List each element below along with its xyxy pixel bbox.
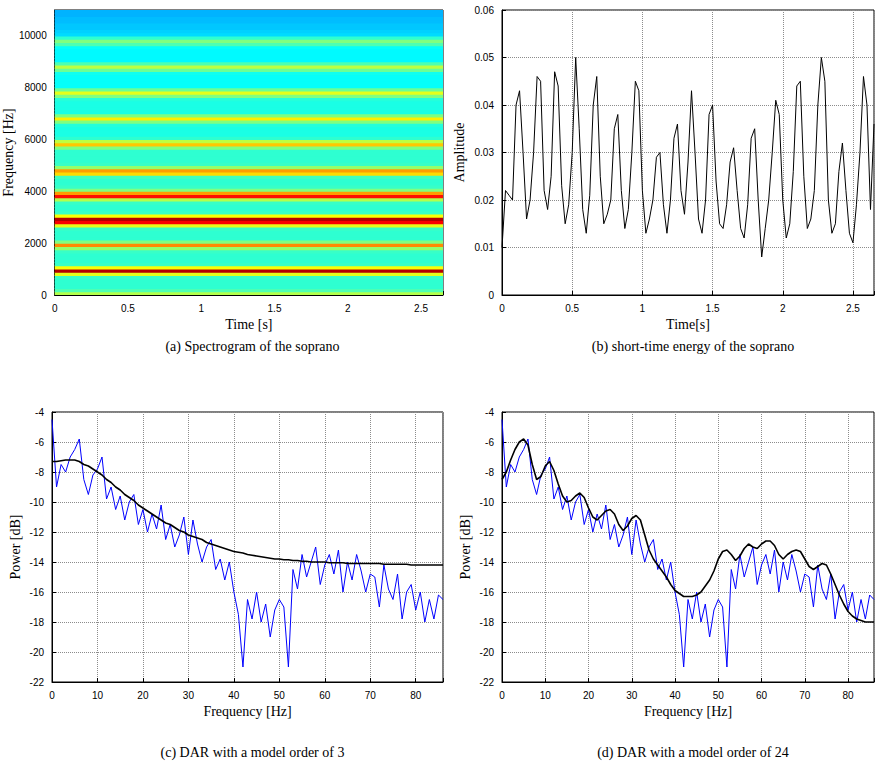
svg-text:1: 1	[198, 303, 204, 314]
svg-text:-22: -22	[30, 677, 45, 688]
svg-text:0.01: 0.01	[475, 242, 495, 253]
svg-text:0: 0	[49, 690, 55, 701]
svg-text:-10: -10	[480, 497, 495, 508]
svg-text:(d) DAR with a model order of: (d) DAR with a model order of 24	[597, 745, 789, 761]
svg-text:60: 60	[756, 690, 768, 701]
svg-text:-10: -10	[30, 497, 45, 508]
svg-text:30: 30	[183, 690, 195, 701]
svg-text:-6: -6	[35, 437, 44, 448]
svg-text:1: 1	[640, 303, 646, 314]
svg-text:80: 80	[410, 690, 422, 701]
svg-text:-20: -20	[30, 647, 45, 658]
svg-text:Frequency [Hz]: Frequency [Hz]	[203, 704, 291, 719]
svg-text:Power [dB]: Power [dB]	[458, 515, 473, 580]
svg-text:0.5: 0.5	[121, 303, 135, 314]
svg-text:2.5: 2.5	[414, 303, 428, 314]
svg-text:4000: 4000	[24, 186, 47, 197]
svg-text:Amplitude: Amplitude	[452, 123, 467, 183]
svg-text:30: 30	[626, 690, 638, 701]
svg-text:2000: 2000	[24, 238, 47, 249]
svg-text:20: 20	[583, 690, 595, 701]
svg-text:80: 80	[842, 690, 854, 701]
svg-text:-22: -22	[480, 677, 495, 688]
svg-text:50: 50	[713, 690, 725, 701]
svg-text:(a) Spectrogram of the soprano: (a) Spectrogram of the soprano	[165, 339, 339, 355]
svg-text:-16: -16	[480, 587, 495, 598]
svg-text:0.02: 0.02	[475, 195, 495, 206]
svg-text:Time [s]: Time [s]	[225, 317, 272, 332]
svg-text:40: 40	[669, 690, 681, 701]
svg-text:1.5: 1.5	[268, 303, 282, 314]
svg-text:20: 20	[137, 690, 149, 701]
svg-text:-8: -8	[35, 467, 44, 478]
svg-text:60: 60	[319, 690, 331, 701]
svg-text:50: 50	[274, 690, 286, 701]
svg-text:0: 0	[499, 690, 505, 701]
svg-text:(b) short-time energy of the s: (b) short-time energy of the soprano	[592, 339, 794, 355]
svg-text:2: 2	[780, 303, 786, 314]
svg-text:0: 0	[41, 290, 47, 301]
svg-text:0: 0	[499, 303, 505, 314]
svg-text:(c) DAR with a model order of: (c) DAR with a model order of 3	[161, 745, 345, 761]
svg-text:0: 0	[488, 290, 494, 301]
svg-text:-8: -8	[485, 467, 494, 478]
svg-text:Frequency [Hz]: Frequency [Hz]	[1, 108, 16, 196]
svg-text:0.05: 0.05	[475, 52, 495, 63]
svg-text:-4: -4	[485, 407, 494, 418]
svg-text:-12: -12	[30, 527, 45, 538]
svg-text:0.5: 0.5	[565, 303, 579, 314]
svg-text:70: 70	[799, 690, 811, 701]
svg-text:Frequency [Hz]: Frequency [Hz]	[644, 704, 732, 719]
svg-text:40: 40	[228, 690, 240, 701]
svg-text:Power [dB]: Power [dB]	[8, 515, 23, 580]
svg-text:2.5: 2.5	[846, 303, 860, 314]
svg-text:-12: -12	[480, 527, 495, 538]
svg-text:10: 10	[540, 690, 552, 701]
svg-text:1.5: 1.5	[706, 303, 720, 314]
svg-text:70: 70	[365, 690, 377, 701]
svg-text:0.06: 0.06	[475, 5, 495, 16]
svg-text:0.04: 0.04	[475, 100, 495, 111]
svg-text:2: 2	[345, 303, 351, 314]
svg-text:10000: 10000	[19, 30, 47, 41]
svg-text:-18: -18	[480, 617, 495, 628]
svg-text:-18: -18	[30, 617, 45, 628]
svg-text:-4: -4	[35, 407, 44, 418]
svg-text:-14: -14	[30, 557, 45, 568]
svg-text:Time[s]: Time[s]	[666, 317, 710, 332]
svg-text:0.03: 0.03	[475, 147, 495, 158]
svg-text:-6: -6	[485, 437, 494, 448]
svg-text:0: 0	[52, 303, 58, 314]
svg-text:8000: 8000	[24, 82, 47, 93]
svg-text:-20: -20	[480, 647, 495, 658]
svg-text:-16: -16	[30, 587, 45, 598]
svg-text:6000: 6000	[24, 134, 47, 145]
svg-text:-14: -14	[480, 557, 495, 568]
svg-text:10: 10	[92, 690, 104, 701]
